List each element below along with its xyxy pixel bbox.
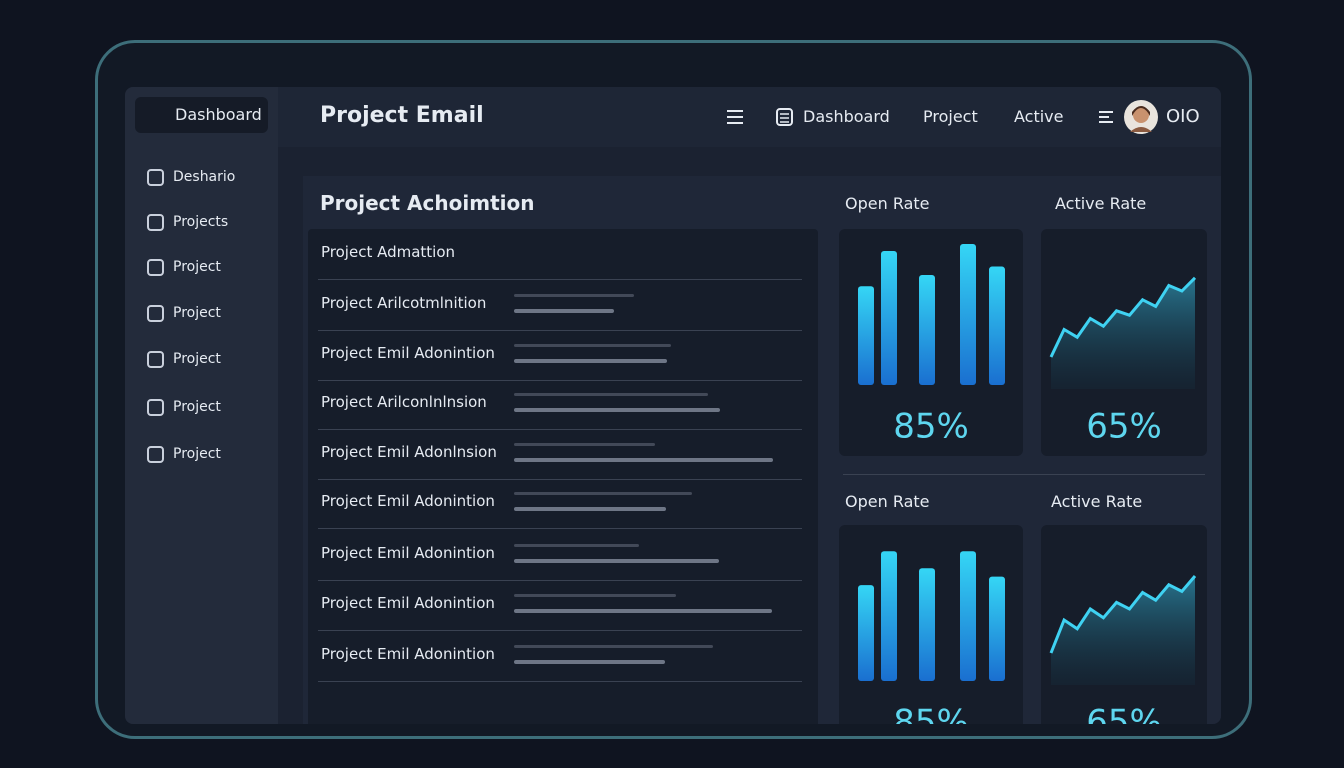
list-row[interactable]: Project Emil Adonintion [318,580,802,631]
row-meta [514,544,639,547]
divider [843,474,1205,475]
sidebar-item[interactable]: Project [147,303,221,323]
bar [881,551,897,681]
widget-card: 85% [839,525,1023,724]
widget-card: 65% [1041,525,1207,724]
widget-card: 85% [839,229,1023,456]
panel-title: Project Achoimtion [320,191,535,215]
area [1051,277,1195,389]
bar [989,576,1005,681]
row-title: Project Arilconlnlnsion [321,393,487,411]
list-row[interactable]: Project Emil Adonintion [318,631,802,682]
row-meta [514,492,692,495]
user-name: OIO [1166,106,1200,127]
widget-chart: 65% [1049,276,1197,447]
widget-card: 65% [1041,229,1207,456]
list-header: Project Admattion [318,229,802,280]
nav-icon [776,108,793,126]
line [1049,575,1197,654]
row-detail [514,458,773,462]
list-row[interactable]: Project Emil Adonintion [318,530,802,581]
row-title: Project Emil Adonintion [321,344,495,362]
widget-chart: 65% [1049,575,1197,725]
row-meta [514,645,713,648]
row-detail [514,507,666,511]
row-meta [514,294,634,297]
menu-icon[interactable] [1097,108,1115,126]
list-row[interactable]: Project Emil Adonintion [318,330,802,381]
list-row[interactable]: Project Emil Adonlnsion [318,429,802,480]
bar [858,286,874,385]
sidebar-item[interactable]: Project [147,397,221,417]
widget-label: Active Rate [1055,194,1147,213]
bar [960,244,976,385]
widget-value: 85% [893,407,969,447]
nav-link[interactable]: Project [923,107,978,126]
widget-label: Active Rate [1051,492,1143,511]
widget-value: 85% [893,703,969,725]
row-meta [514,393,708,396]
row-meta [514,594,676,597]
list-row[interactable]: Project Arilconlnlnsion [318,379,802,430]
app: Dashboard Deshario Projects Project Project… [125,87,1221,724]
row-title: Project Emil Adonintion [321,544,495,562]
sidebar-item[interactable]: Project [147,444,221,464]
list-row[interactable]: Project Emil Adonintion [318,478,802,529]
brand[interactable]: Dashboard [135,97,268,133]
avatar[interactable] [1124,100,1158,134]
bar [919,568,935,681]
widget-label: Open Rate [845,194,930,213]
row-meta [514,443,655,446]
line [1049,276,1197,358]
widget-label: Open Rate [845,492,930,511]
row-title: Project Emil Adonintion [321,645,495,663]
nav-link[interactable]: Dashboard [803,107,890,126]
row-title: Project Emil Adonlnsion [321,443,497,461]
row-title: Project Emil Adonintion [321,594,495,612]
bar [960,551,976,681]
nav-link[interactable]: Active [1014,107,1064,126]
list-row[interactable]: Project Arilcotmlnition [318,280,802,331]
row-detail [514,660,665,664]
widget-chart: 85% [858,244,1005,447]
bar [989,266,1005,385]
sidebar-item[interactable]: Project [147,349,221,369]
widget-value: 65% [1086,407,1162,447]
page-title: Project Email [320,103,484,128]
sidebar-item[interactable]: Projects [147,212,228,232]
row-title: Project Emil Adonintion [321,492,495,510]
row-detail [514,559,719,563]
header: Project Email Dashboard Project Active O… [278,87,1221,147]
row-detail [514,359,667,363]
bar [858,585,874,681]
row-detail [514,309,614,313]
menu-icon[interactable] [725,107,745,127]
project-list: Project Admattion Project Arilcotmlnitio… [308,229,818,724]
sidebar-item[interactable]: Project [147,257,221,277]
widget-value: 65% [1086,703,1162,725]
row-detail [514,408,720,412]
bar [919,275,935,385]
row-detail [514,609,772,613]
main-panel: Project Achoimtion Project Admattion Pro… [303,176,1221,724]
row-meta [514,344,671,347]
bar [881,251,897,385]
row-title: Project Arilcotmlnition [321,294,487,312]
area [1051,576,1195,685]
sidebar-item[interactable]: Deshario [147,167,235,187]
sidebar: Dashboard Deshario Projects Project Project… [125,87,278,724]
widget-chart: 85% [858,551,1005,725]
list-header-text: Project Admattion [321,243,456,261]
